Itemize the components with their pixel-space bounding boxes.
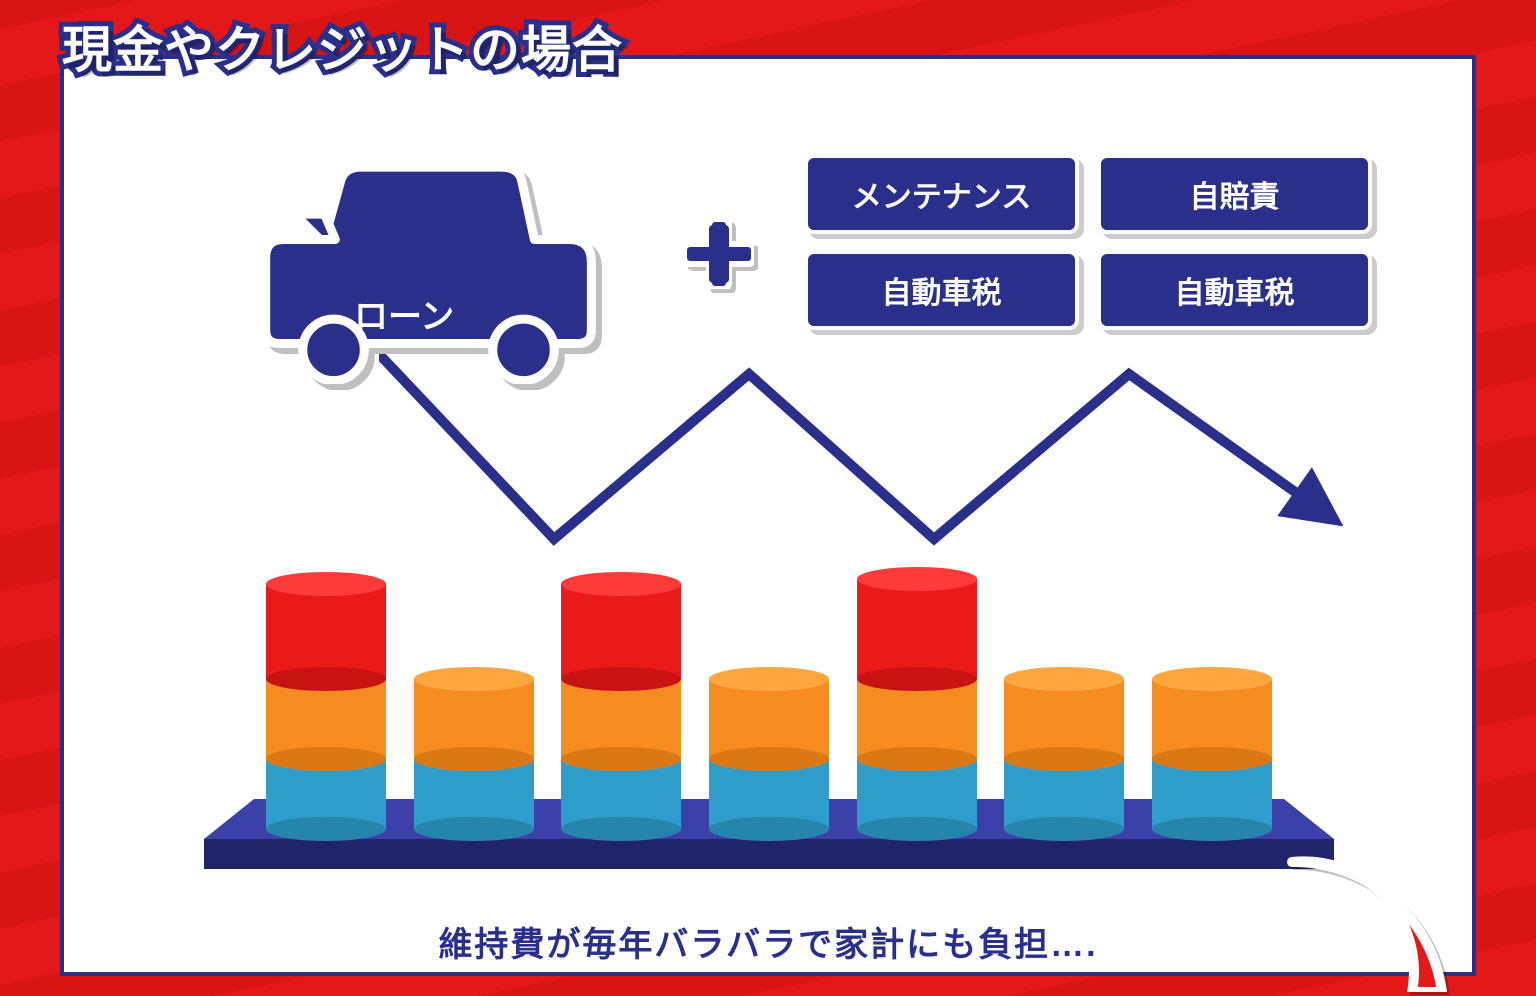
bar-segment (561, 584, 681, 679)
bar-segment (266, 584, 386, 679)
bars-container: 1年2年3年4年5年6年7年 (264, 539, 1274, 829)
bar-column: 7年 (1150, 679, 1274, 829)
bar-cylinder: 3年 (561, 584, 681, 829)
plus-icon (684, 219, 754, 289)
header-ribbon: 現金やクレジットの場合 (62, 10, 623, 82)
bar-column: 6年 (1002, 679, 1126, 829)
bar-column: 5年 (855, 579, 979, 829)
bar-column: 4年 (707, 679, 831, 829)
cost-box: 自賠責 (1097, 154, 1372, 234)
cost-box: 自動車税 (804, 250, 1079, 330)
bar-segment (1152, 679, 1272, 759)
bar-segment (709, 679, 829, 759)
cost-boxes: メンテナンス 自賠責 自動車税 自動車税 (804, 154, 1372, 330)
bar-cylinder: 7年 (1152, 679, 1272, 829)
bar-cylinder: 5年 (857, 579, 977, 829)
bar-column: 2年 (412, 679, 536, 829)
bar-segment (857, 579, 977, 679)
bar-cylinder: 1年 (266, 584, 386, 829)
bar-column: 3年 (559, 584, 683, 829)
bar-cylinder: 2年 (414, 679, 534, 829)
cost-box: メンテナンス (804, 154, 1079, 234)
header-text: 現金やクレジットの場合 (62, 22, 623, 78)
bar-column: 1年 (264, 584, 388, 829)
car-label: ローン (354, 289, 454, 338)
bar-cylinder: 4年 (709, 679, 829, 829)
curl-arrow-icon (1232, 812, 1452, 992)
car-figure: ローン (234, 149, 614, 384)
bar-cylinder: 6年 (1004, 679, 1124, 829)
car-icon (234, 149, 614, 384)
bar-segment (561, 679, 681, 759)
cost-box: 自動車税 (1097, 250, 1372, 330)
bar-segment (857, 679, 977, 759)
bar-segment (1004, 679, 1124, 759)
bar-segment (266, 679, 386, 759)
bar-chart: 1年2年3年4年5年6年7年 (204, 539, 1334, 899)
content-panel: ローン メンテナンス 自賠責 自動車税 自動車税 1年 (60, 55, 1476, 976)
bar-segment (414, 679, 534, 759)
